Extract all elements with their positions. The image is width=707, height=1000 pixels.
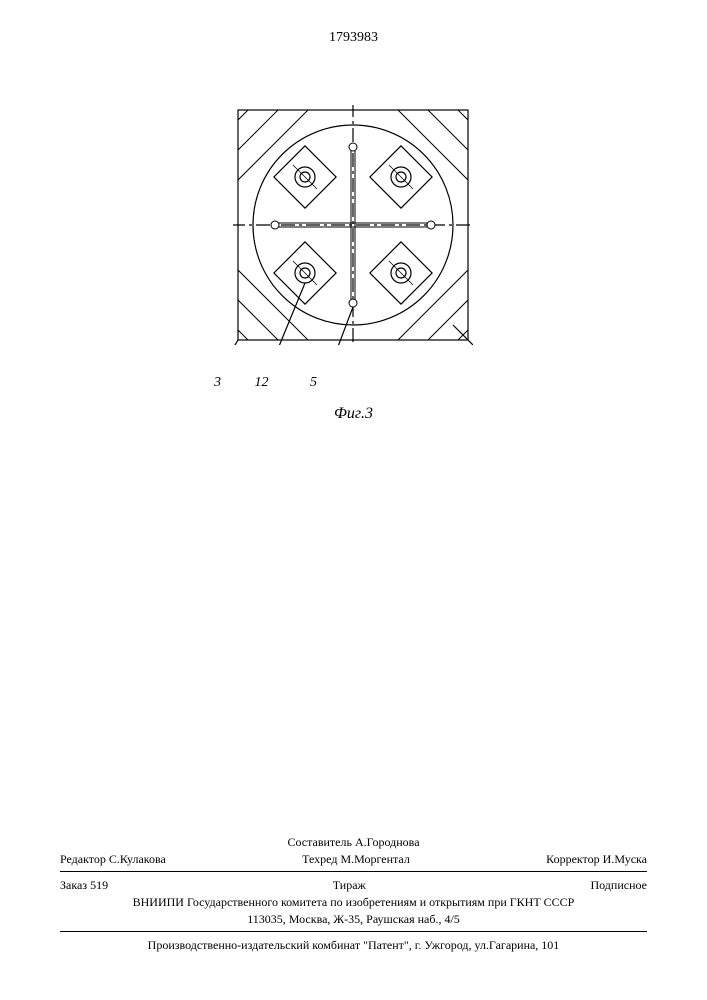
figure-caption: Фиг.3 — [0, 405, 707, 423]
credits-row: Редактор С.Кулакова Техред М.Моргентал К… — [60, 852, 647, 867]
subscription: Подписное — [590, 878, 647, 893]
editor-name: С.Кулакова — [109, 852, 166, 866]
corrector-name: И.Муска — [603, 852, 647, 866]
order-row: Заказ 519 Тираж Подписное — [60, 878, 647, 893]
editor: Редактор С.Кулакова — [60, 852, 166, 867]
corrector-label: Корректор — [546, 852, 600, 866]
callout-5: 5 — [310, 375, 317, 391]
techred: Техред М.Моргентал — [302, 852, 410, 867]
techred-name: М.Моргентал — [340, 852, 409, 866]
divider-1 — [60, 871, 647, 872]
compiler-line: Составитель А.Городнова — [60, 835, 647, 850]
order: Заказ 519 — [60, 878, 108, 893]
org-line2: 113035, Москва, Ж-35, Раушская наб., 4/5 — [60, 912, 647, 927]
callout-12: 12 — [255, 375, 269, 391]
press-line: Производственно-издательский комбинат "П… — [60, 938, 647, 953]
editor-label: Редактор — [60, 852, 106, 866]
figure-callouts: 3 12 5 — [210, 375, 410, 391]
org-line1: ВНИИПИ Государственного комитета по изоб… — [60, 895, 647, 910]
order-label: Заказ — [60, 878, 87, 892]
figure-svg — [233, 105, 473, 345]
techred-label: Техред — [302, 852, 337, 866]
order-number: 519 — [90, 878, 108, 892]
tirage: Тираж — [333, 878, 366, 893]
callout-3: 3 — [214, 375, 221, 391]
corrector: Корректор И.Муска — [546, 852, 647, 867]
document-number: 1793983 — [0, 30, 707, 46]
footer-block: Составитель А.Городнова Редактор С.Кулак… — [60, 833, 647, 955]
figure-3 — [233, 105, 473, 345]
divider-2 — [60, 931, 647, 932]
